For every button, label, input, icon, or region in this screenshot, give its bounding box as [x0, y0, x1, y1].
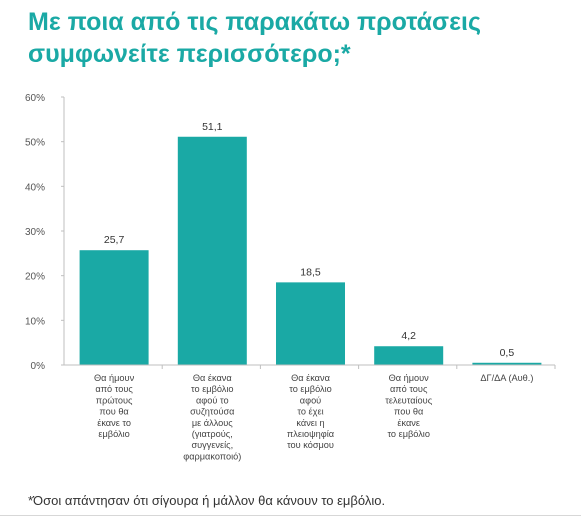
footnote: *Όσοι απάντησαν ότι σίγουρα ή μάλλον θα …: [28, 493, 386, 508]
y-tick-label: 60%: [25, 93, 45, 104]
bar-value-label: 0,5: [500, 347, 515, 359]
bar: [276, 282, 345, 365]
bar-value-label: 51,1: [202, 121, 223, 133]
bars: [79, 136, 542, 365]
bar-chart: 0%10%20%30%40%50%60% 25,751,118,54,20,5 …: [25, 93, 556, 461]
bar: [374, 346, 444, 365]
y-tick-label: 30%: [25, 227, 45, 238]
y-tick-label: 20%: [25, 272, 45, 283]
x-category-label: Θα ήμουν από τους πρώτους που θα έκανε το εμβ…: [94, 373, 135, 439]
bar-value-label: 25,7: [104, 234, 125, 246]
y-tick-label: 50%: [25, 138, 45, 149]
bar: [79, 250, 149, 365]
x-category-label: Θα έκανα το εμβόλιο αφού το συζητούσα με άλλ…: [183, 373, 241, 461]
x-category-label: Θα έκανα το εμβόλιο αφού το έχει κάνει η πλει…: [287, 373, 335, 450]
x-category-label: ΔΓ/ΔΑ (Αυθ.): [480, 373, 533, 383]
bar: [177, 136, 247, 365]
y-tick-label: 0%: [31, 361, 46, 372]
bar-value-label: 4,2: [401, 330, 416, 342]
y-tick-label: 10%: [25, 316, 45, 327]
chart-title: Με ποια από τις παρακάτω προτάσεις συμφω…: [28, 8, 481, 68]
y-axis: 0% 10% 20% 30% 40% 50% 60%: [25, 93, 65, 372]
x-category-label: Θα ήμουν από τους τελευταίους που θα έκανε το…: [385, 373, 432, 439]
x-axis: Θα ήμουν από τους πρώτους που θα έκανε το εμβ…: [64, 364, 556, 461]
bar: [472, 362, 542, 365]
value-labels: 25,7 51,1 18,5 4,2 0,5: [104, 121, 514, 359]
y-tick-label: 40%: [25, 182, 45, 193]
bar-value-label: 18,5: [300, 266, 321, 278]
